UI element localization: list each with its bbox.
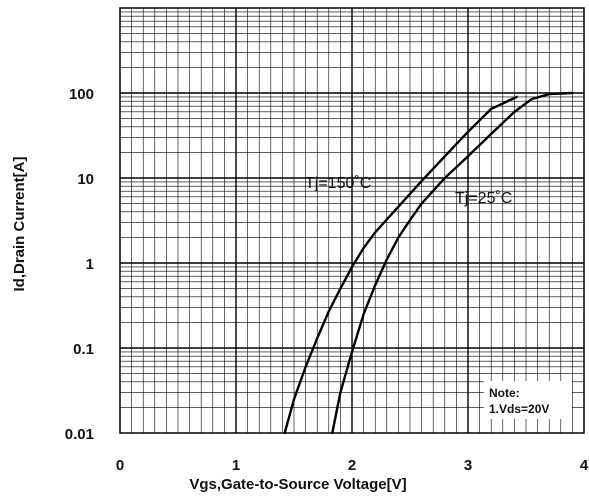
series-label-150c: Tj=150˚C <box>305 175 371 192</box>
y-tick-label: 0.01 <box>65 426 94 443</box>
x-axis-label: Vgs,Gate-to-Source Voltage[V] <box>189 476 406 493</box>
series-label-25c: Tj=25˚C <box>455 190 512 207</box>
note-title: Note: <box>489 386 520 400</box>
x-tick-label: 3 <box>464 457 472 474</box>
y-tick-label: 10 <box>77 171 94 188</box>
note-box <box>484 381 572 419</box>
y-tick-label: 1 <box>86 256 94 273</box>
plot-frame <box>119 7 585 434</box>
x-tick-labels: 0 1 2 3 4 <box>116 457 589 474</box>
x-tick-label: 0 <box>116 457 124 474</box>
note-vds: 1.Vds=20V <box>489 402 549 416</box>
x-tick-label: 2 <box>348 457 356 474</box>
y-axis-label: Id,Drain Current[A] <box>11 156 28 291</box>
y-tick-label: 0.1 <box>73 341 94 358</box>
y-tick-labels: 0.01 0.1 1 10 100 <box>65 86 94 443</box>
curves <box>283 91 574 435</box>
series-line-25c <box>331 91 574 435</box>
grid <box>120 8 584 433</box>
y-tick-label: 100 <box>69 86 94 103</box>
x-tick-label: 4 <box>580 457 589 474</box>
x-tick-label: 1 <box>232 457 240 474</box>
series-line-150c <box>283 95 518 435</box>
